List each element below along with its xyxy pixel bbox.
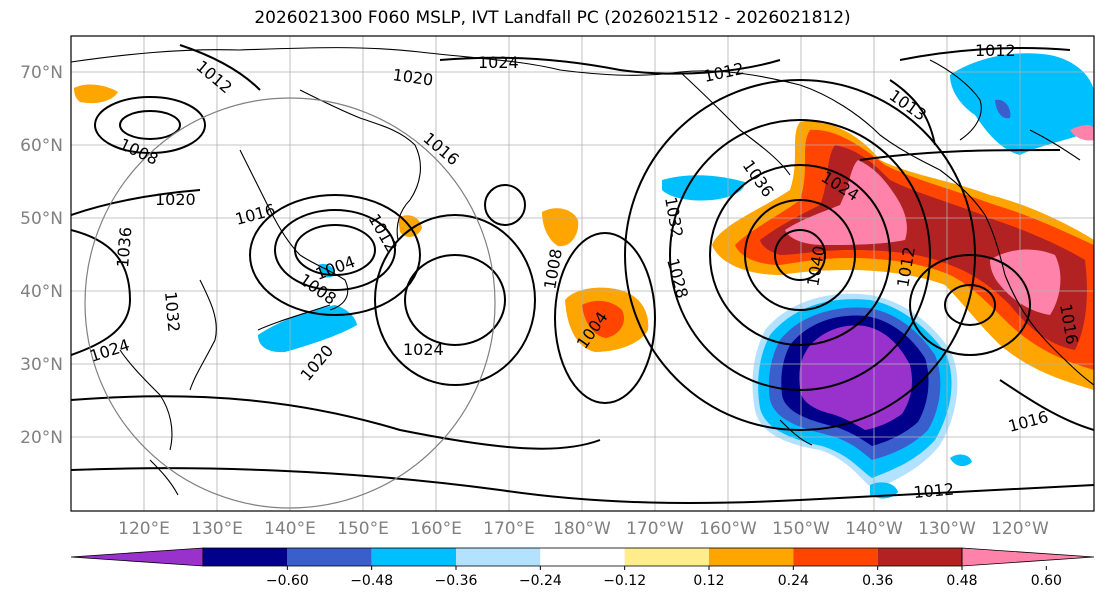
lon-label: 180°W <box>553 519 611 539</box>
latitude-labels: 70°N 60°N 50°N 40°N 30°N 20°N <box>20 63 63 448</box>
colorbar: −0.60 −0.48 −0.36 −0.24 −0.12 0.12 0.24 0.36 0.4… <box>70 547 1095 589</box>
colorbar-tick-label: −0.12 <box>603 573 646 589</box>
colorbar-segment <box>709 548 794 566</box>
contour-label: 1012 <box>975 41 1016 60</box>
negative-anomaly-region <box>258 305 357 353</box>
lat-label: 60°N <box>20 136 63 156</box>
lat-label: 40°N <box>20 282 63 302</box>
lon-label: 130°W <box>918 519 976 539</box>
positive-anomaly-region <box>1070 125 1094 141</box>
colorbar-outline <box>202 547 963 567</box>
positive-anomaly-region <box>785 160 907 245</box>
contour-label: 1024 <box>403 340 444 359</box>
colorbar-tick-label: −0.24 <box>519 573 562 589</box>
colorbar-tick-label: 0.36 <box>862 573 893 589</box>
lon-label: 130°E <box>191 519 243 539</box>
lon-label: 150°E <box>337 519 389 539</box>
colorbar-tick-label: −0.48 <box>350 573 393 589</box>
colorbar-tick-label: 0.12 <box>693 573 724 589</box>
longitude-labels: 120°E 130°E 140°E 150°E 160°E 170°E 180°… <box>118 519 1049 539</box>
colorbar-segment <box>877 548 962 566</box>
colorbar-tick-label: 0.48 <box>946 573 977 589</box>
colorbar-extension-high <box>961 547 1095 567</box>
lon-label: 150°W <box>772 519 830 539</box>
colorbar-segment <box>540 548 625 566</box>
lon-label: 170°W <box>626 519 684 539</box>
contour-label: 1036 <box>113 226 135 268</box>
lat-label: 70°N <box>20 63 63 83</box>
contour-label: 1024 <box>478 53 519 72</box>
lat-label: 30°N <box>20 355 63 375</box>
colorbar-segment <box>371 548 456 566</box>
positive-anomaly-region <box>760 145 1087 350</box>
contour-label: 1012 <box>913 480 955 502</box>
contour-label: 1032 <box>161 291 183 333</box>
lon-label: 160°E <box>410 519 462 539</box>
colorbar-segment <box>287 548 372 566</box>
colorbar-segment <box>793 548 878 566</box>
positive-anomaly-region <box>582 300 625 338</box>
colorbar-segment <box>203 548 288 566</box>
negative-anomaly-region <box>950 454 972 467</box>
map-title: 2026021300 F060 MSLP, IVT Landfall PC (2… <box>254 8 851 28</box>
negative-anomaly-region <box>950 53 1094 155</box>
lat-label: 50°N <box>20 209 63 229</box>
colorbar-tick-label: 0.60 <box>1031 573 1062 589</box>
lon-label: 120°E <box>118 519 170 539</box>
range-circle <box>84 97 496 509</box>
colorbar-tick-label: −0.36 <box>435 573 478 589</box>
colorbar-tick-label: −0.60 <box>266 573 309 589</box>
coastlines <box>71 47 1094 496</box>
map-frame <box>70 35 1095 512</box>
negative-anomaly-region <box>995 99 1011 119</box>
negative-anomaly-region <box>662 175 745 201</box>
colorbar-extension-low <box>70 547 204 567</box>
lat-label: 20°N <box>20 428 63 448</box>
gridlines <box>71 36 1094 511</box>
lon-label: 140°W <box>845 519 903 539</box>
lon-label: 140°E <box>264 519 316 539</box>
colorbar-segment <box>624 548 709 566</box>
colorbar-segment <box>456 548 541 566</box>
lon-label: 160°W <box>699 519 757 539</box>
contour-label: 1020 <box>155 190 196 209</box>
positive-anomaly-region <box>74 84 118 104</box>
colorbar-tick-label: 0.24 <box>778 573 809 589</box>
lon-label: 120°W <box>991 519 1049 539</box>
isobars <box>71 44 1094 504</box>
lon-label: 170°E <box>483 519 535 539</box>
